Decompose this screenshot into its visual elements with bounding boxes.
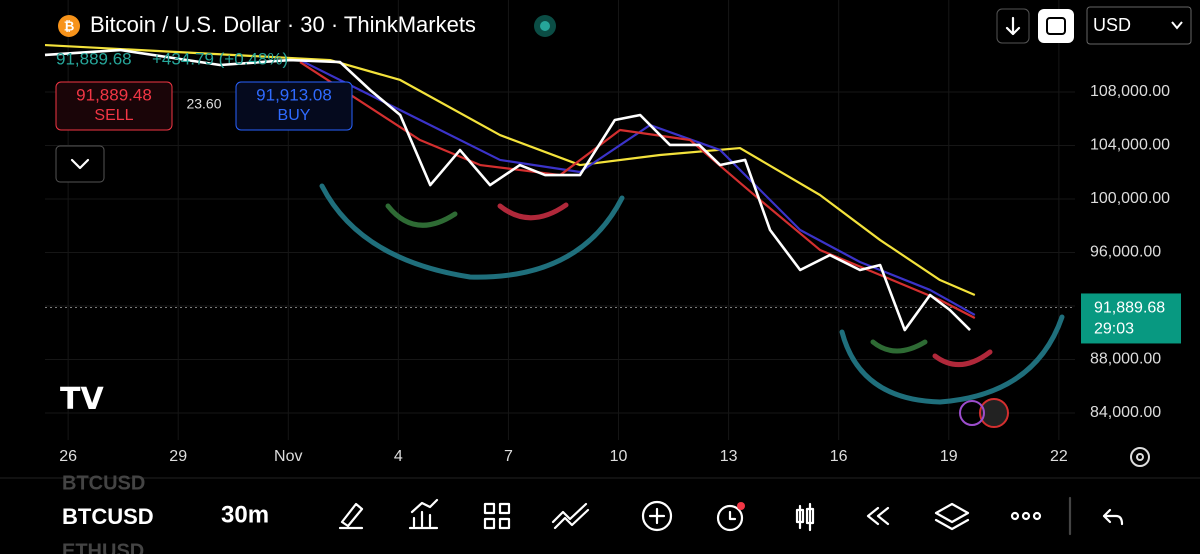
coin-glyph: ₿ xyxy=(64,18,75,33)
arc xyxy=(839,314,1065,405)
x-tick-label: 4 xyxy=(394,448,403,465)
x-tick-label: 16 xyxy=(830,448,848,465)
plot xyxy=(44,43,976,332)
toolbar-icons xyxy=(338,496,1124,536)
x-tick-label: 19 xyxy=(940,448,958,465)
price-tag-box xyxy=(1081,293,1181,344)
settings-icon xyxy=(1136,453,1144,461)
event-marker[interactable] xyxy=(959,400,985,426)
sell-label: SELL xyxy=(94,107,133,124)
price-tag-value: 91,889.68 xyxy=(1094,300,1165,317)
symbol[interactable]: BTCUSD xyxy=(62,504,154,529)
download-icon xyxy=(1005,16,1021,36)
settings-button[interactable] xyxy=(1130,447,1150,467)
y-tick-label: 100,000.00 xyxy=(1090,190,1170,207)
annotations xyxy=(319,183,1065,405)
x-tick-label: 22 xyxy=(1050,448,1068,465)
add-plus xyxy=(648,507,666,525)
more-dot xyxy=(1021,511,1031,521)
undo[interactable] xyxy=(1102,508,1124,526)
event-flag[interactable] xyxy=(979,398,1009,428)
download-button[interactable] xyxy=(996,8,1030,44)
expand-button[interactable] xyxy=(55,145,105,183)
arc xyxy=(870,339,928,354)
compare[interactable] xyxy=(551,502,590,530)
arc xyxy=(497,202,569,221)
price-line xyxy=(299,59,976,316)
arc xyxy=(385,203,458,228)
x-tick-label: 10 xyxy=(610,448,628,465)
y-tick-label: 96,000.00 xyxy=(1090,244,1161,261)
sell-price: 91,889.48 xyxy=(76,85,152,104)
price-line xyxy=(299,61,976,320)
chart-type[interactable] xyxy=(795,502,815,532)
y-tick-label: 88,000.00 xyxy=(1090,351,1161,368)
add[interactable] xyxy=(641,500,673,532)
symbol-next[interactable]: ETHUSD xyxy=(62,540,144,554)
indicators[interactable] xyxy=(408,498,439,530)
coin-icon xyxy=(58,15,80,37)
price-tag: 91,889.68 29:03 xyxy=(1081,293,1181,344)
x-tick-label: 29 xyxy=(169,448,187,465)
symbol-title[interactable]: Bitcoin / U.S. Dollar · 30 · ThinkMarket… xyxy=(90,12,476,37)
status-dot xyxy=(540,21,550,31)
more-dot[interactable] xyxy=(1010,511,1020,521)
layers[interactable] xyxy=(934,502,970,531)
last-price: 91,889.68 xyxy=(56,49,132,68)
countdown: 29:03 xyxy=(1094,321,1134,338)
currency-select[interactable] xyxy=(1086,6,1192,45)
draw-tool[interactable] xyxy=(338,502,364,530)
fullscreen-icon xyxy=(1046,17,1066,35)
buy-button[interactable] xyxy=(235,81,353,131)
price-line xyxy=(44,43,976,297)
buy-price: 91,913.08 xyxy=(256,85,332,104)
price-change: +434.79 (+0.48%) xyxy=(152,49,288,68)
caret xyxy=(1171,21,1183,30)
fullscreen-button[interactable] xyxy=(1038,9,1074,43)
currency: USD xyxy=(1093,15,1131,35)
price-line xyxy=(44,48,971,332)
x-tick-label: 7 xyxy=(504,448,513,465)
spread: 23.60 xyxy=(186,96,221,112)
y-tick-label: 108,000.00 xyxy=(1090,83,1170,100)
grid xyxy=(45,0,1075,440)
logo: 𝗧𝗩 xyxy=(60,383,104,416)
x-tick-label: 13 xyxy=(720,448,738,465)
alert-hands xyxy=(728,510,737,521)
replay[interactable] xyxy=(866,506,890,526)
y-tick-label: 104,000.00 xyxy=(1090,137,1170,154)
symbol-prev[interactable]: BTCUSD xyxy=(62,472,145,494)
buy-label: BUY xyxy=(278,107,311,124)
alert-badge xyxy=(737,502,745,510)
layouts[interactable] xyxy=(483,502,511,530)
y-tick-label: 84,000.00 xyxy=(1090,404,1161,421)
expand-icon xyxy=(70,158,90,170)
more-dot xyxy=(1032,511,1042,521)
arc xyxy=(932,349,993,368)
interval[interactable]: 30m xyxy=(221,501,269,528)
sell-button[interactable] xyxy=(55,81,173,131)
arc xyxy=(319,183,625,280)
alert[interactable] xyxy=(716,504,744,532)
x-tick-label: 26 xyxy=(59,448,77,465)
x-tick-label: Nov xyxy=(274,448,302,465)
